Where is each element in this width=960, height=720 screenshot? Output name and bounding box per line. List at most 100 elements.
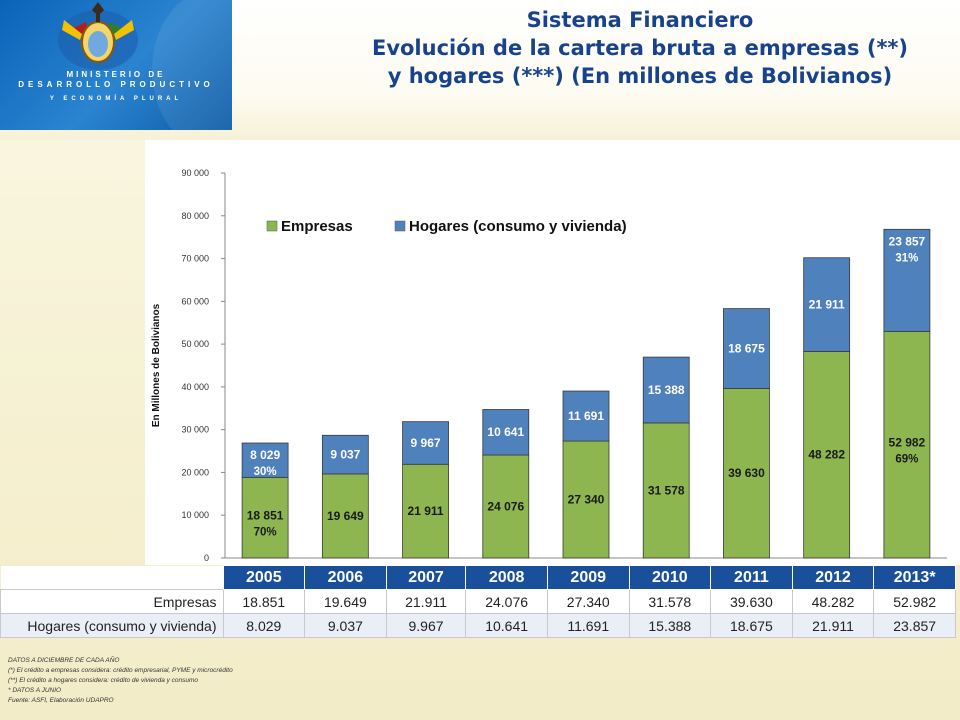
bar-value-label: 24 076 [487,500,524,514]
chart-area: 0 10 000 20 000 30 000 40 000 50 000 60 000 70 … [145,140,960,565]
slide-subtitle-line1: Evolución de la cartera bruta a empresas… [371,36,909,60]
bar-value-label: 18 851 [247,509,284,523]
bar-percent-label: 70% [254,527,277,539]
bar-empresas [642,422,690,559]
bar-empresas [482,454,530,559]
table-cell: 9.037 [304,613,387,638]
table-header-cell: 2007 [385,565,467,590]
legend-swatch [394,220,406,232]
table-cell: 15.388 [628,613,712,638]
bar-value-label: 23 857 [889,234,926,248]
bar-hogares [482,409,530,456]
table-cell: 39.630 [710,589,793,614]
table-cell: 27.340 [546,589,630,614]
bar-empresas [241,476,289,559]
footnote: (**) El crédito a hogares considera: cré… [8,677,199,684]
bar-percent-label: 69% [895,454,918,466]
table-cell: 24.076 [465,589,548,614]
table-header-cell: 2013* [873,565,956,590]
data-table: 2005 2006 2007 2008 2009 2010 2011 2012 … [0,565,956,638]
bar-value-label: 9 037 [330,448,360,462]
bar-value-label: 21 911 [408,504,444,518]
bar-value-label: 52 982 [889,436,926,450]
ministry-name-line3: Y ECONOMÍA PLURAL [49,96,183,102]
footnote: DATOS A DICIEMBRE DE CADA AÑO [8,657,120,664]
bar-hogares [402,421,449,465]
slide-title: Sistema Financiero [526,8,754,32]
y-tick-label: 70 000 [181,254,209,264]
bar-value-label: 31 578 [648,483,685,497]
table-cell: 18.851 [222,589,306,614]
legend-label: Hogares (consumo y vivienda) [409,218,627,235]
table-row: Empresas 18.851 19.649 21.911 24.076 27.… [0,589,956,614]
bar-value-label: 15 388 [648,383,685,397]
bar-value-label: 39 630 [728,466,765,480]
table-header-cell: 2012 [791,565,875,590]
bar-value-label: 11 691 [568,409,604,423]
table-cell: 23.857 [873,613,956,638]
y-tick-label: 80 000 [181,211,209,221]
coat-of-arms-icon [58,2,138,70]
bar-percent-label: 30% [254,466,277,478]
bar-value-label: 18 675 [728,342,765,356]
y-tick-label: 10 000 [181,510,209,520]
y-axis-label: En Millones de Bolivianos [151,303,162,427]
table-header-cell: 2005 [222,565,306,590]
table-header-corner [0,565,223,590]
bar-percent-label: 31% [895,252,918,264]
bar-hogares [642,356,690,424]
table-cell: 18.675 [710,613,793,638]
ministry-name-line1: MINISTERIO DE [66,70,166,79]
bar-hogares [803,257,851,352]
table-header-row: 2005 2006 2007 2008 2009 2010 2011 2012 … [0,565,956,590]
legend-label: Empresas [281,218,353,235]
bar-hogares [321,434,369,475]
bar-value-label: 9 967 [411,436,441,450]
bar-empresas [803,351,851,559]
y-tick-label: 60 000 [181,296,209,306]
table-cell: 52.982 [873,589,956,614]
bar-value-label: 27 340 [568,493,605,507]
slide-subtitle-line2: y hogares (***) (En millones de Bolivian… [387,64,893,88]
table-row: Hogares (consumo y vivienda) 8.029 9.037… [0,613,956,638]
bar-value-label: 8 029 [250,448,280,462]
table-cell: 21.911 [791,613,875,638]
bar-empresas [402,463,449,559]
table-cell: 21.911 [385,589,467,614]
table-header-cell: 2008 [465,565,548,590]
bar-value-label: 21 911 [809,298,845,312]
stacked-bar-chart: 0 10 000 20 000 30 000 40 000 50 000 60 000 70 … [151,168,947,563]
bar-hogares [723,308,770,389]
bar-empresas [883,330,931,559]
bar-value-label: 10 641 [487,425,524,439]
y-tick-label: 90 000 [181,168,209,178]
table-header-cell: 2011 [710,565,793,590]
table-header-cell: 2009 [546,565,630,590]
table-cell: 31.578 [628,589,712,614]
bar-empresas [562,440,610,559]
table-row-label: Empresas [0,589,224,614]
legend-swatch [266,220,278,232]
y-tick-label: 30 000 [181,425,209,435]
y-tick-label: 0 [204,553,209,563]
bar-value-label: 19 649 [327,509,364,523]
table-row-label: Hogares (consumo y vivienda) [0,613,224,638]
y-tick-label: 20 000 [181,467,209,477]
bar-hogares [241,442,289,478]
y-tick-label: 50 000 [181,339,209,349]
bar-empresas [723,388,770,559]
footnotes: DATOS A DICIEMBRE DE CADA AÑO (*) El cré… [8,656,233,706]
table-cell: 8.029 [222,613,306,638]
table-cell: 9.967 [385,613,467,638]
table-cell: 48.282 [791,589,875,614]
footnote: (*) El crédito a empresas considera: cré… [8,667,233,674]
bar-value-label: 48 282 [808,448,845,462]
bar-hogares [562,390,610,442]
table-cell: 19.649 [304,589,387,614]
table-cell: 11.691 [546,613,630,638]
footnote-source: Fuente: ASFI, Elaboración UDAPRO [8,697,114,704]
ministry-name-line2: DESARROLLO PRODUCTIVO [18,80,214,89]
bar-hogares [883,228,931,332]
ministry-logo: MINISTERIO DE DESARROLLO PRODUCTIVO Y EC… [0,0,232,130]
table-header-cell: 2010 [628,565,712,590]
